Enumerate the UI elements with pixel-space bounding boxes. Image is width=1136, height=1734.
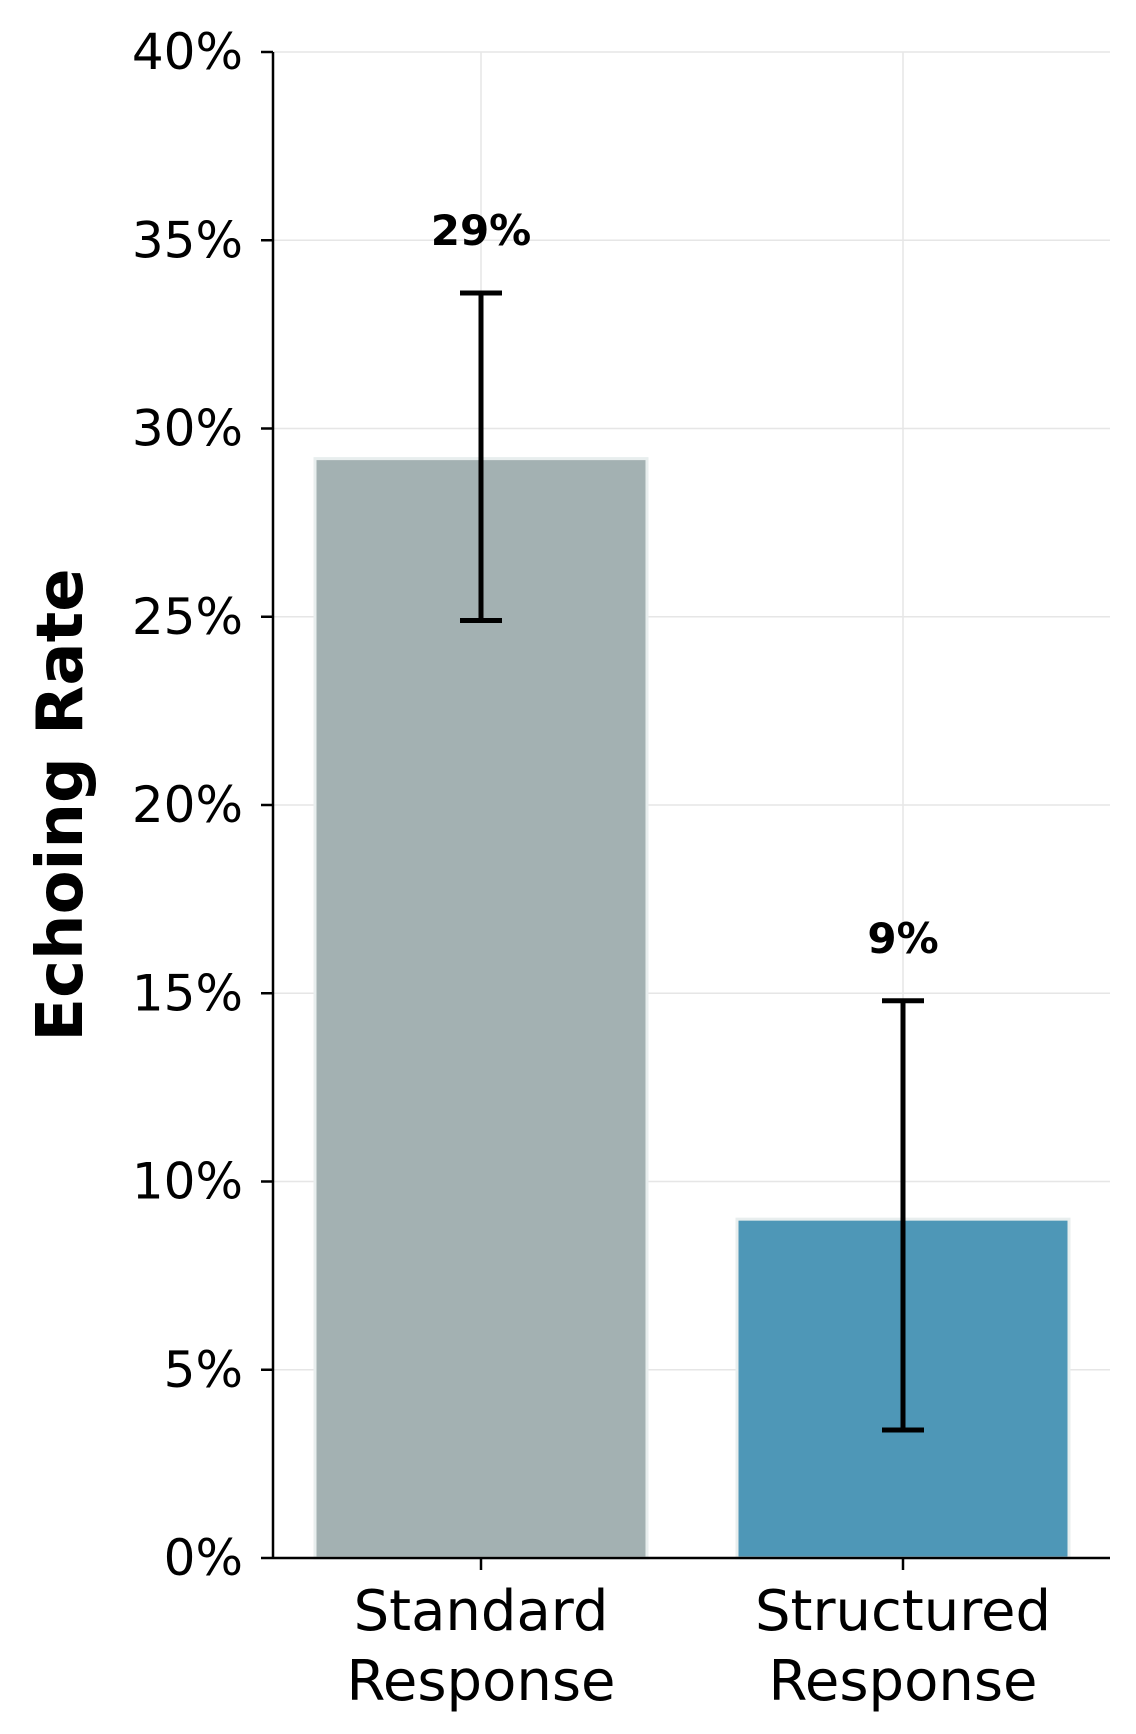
- bar-0: [313, 457, 649, 1560]
- y-tick-label-4: 20%: [132, 776, 243, 834]
- y-tick-label-0: 0%: [164, 1529, 243, 1587]
- y-tick-label-1: 5%: [164, 1341, 243, 1399]
- y-tick-label-2: 10%: [132, 1153, 243, 1211]
- axes: [261, 50, 1110, 1570]
- y-tick-label-8: 40%: [132, 23, 243, 81]
- y-tick-label-5: 25%: [132, 588, 243, 646]
- x-tick-label-1-line1: Structured: [755, 1579, 1051, 1644]
- y-axis-label: Echoing Rate: [24, 568, 98, 1041]
- x-tick-label-0-line2: Response: [347, 1649, 616, 1714]
- y-tick-label-6: 30%: [132, 400, 243, 458]
- bars: [313, 457, 1071, 1560]
- x-tick-label-1-line2: Response: [769, 1649, 1038, 1714]
- x-tick-label-0-line1: Standard: [354, 1579, 609, 1644]
- error-bars: [460, 290, 924, 1433]
- data-label-1: 9%: [867, 914, 938, 963]
- y-tick-label-3: 15%: [132, 964, 243, 1022]
- y-tick-label-7: 35%: [132, 211, 243, 269]
- data-label-0: 29%: [431, 206, 532, 255]
- labels: 0%5%10%15%20%25%30%35%40%StandardRespons…: [132, 23, 1051, 1714]
